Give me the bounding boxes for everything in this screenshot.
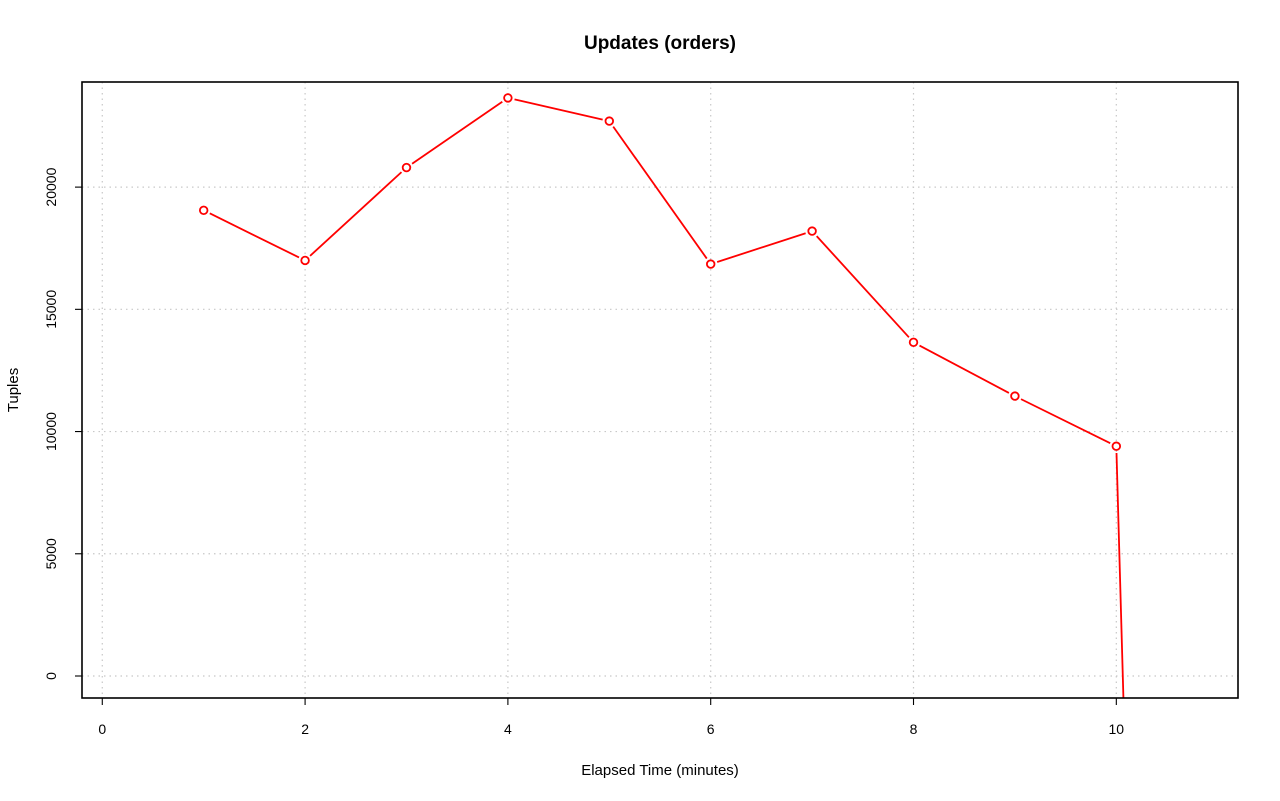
x-tick-label: 4	[504, 721, 512, 737]
series-segment	[411, 100, 503, 165]
x-tick-label: 2	[301, 721, 309, 737]
x-tick-label: 6	[707, 721, 715, 737]
series-red	[198, 93, 1125, 698]
grid	[82, 82, 1238, 698]
x-tick-label: 8	[910, 721, 918, 737]
series-segment	[716, 232, 806, 263]
data-point	[604, 116, 614, 126]
x-tick-label: 10	[1109, 721, 1125, 737]
y-tick-label: 15000	[43, 290, 59, 329]
y-tick-label: 10000	[43, 412, 59, 451]
series-segment	[816, 235, 910, 338]
y-axis-label: Tuples	[5, 368, 22, 412]
y-tick-label: 5000	[43, 538, 59, 569]
series-segment	[1020, 398, 1111, 445]
plot-frame	[81, 81, 1239, 699]
data-point	[401, 162, 412, 173]
data-point	[908, 337, 919, 348]
series-tail-segment	[1115, 452, 1125, 698]
y-tick-label: 0	[43, 672, 59, 680]
y-tick-label: 20000	[43, 167, 59, 206]
x-tick-label: 0	[98, 721, 106, 737]
y-axis: 0 5000 10000 15000 20000	[43, 167, 82, 680]
x-axis: 0 2 4 6 8 10	[98, 698, 1124, 737]
data-point	[300, 255, 310, 266]
chart-title: Updates (orders)	[584, 33, 736, 54]
series-segment	[919, 344, 1010, 394]
series-segment	[209, 212, 300, 259]
series-segment	[612, 126, 708, 260]
data-point	[1111, 441, 1122, 451]
data-point	[706, 259, 716, 269]
series-segment	[514, 98, 603, 121]
series-segment	[309, 171, 403, 257]
x-axis-label: Elapsed Time (minutes)	[581, 762, 739, 779]
data-point	[807, 226, 817, 236]
data-point	[198, 205, 209, 216]
data-point	[1010, 391, 1020, 401]
data-point	[503, 93, 513, 103]
